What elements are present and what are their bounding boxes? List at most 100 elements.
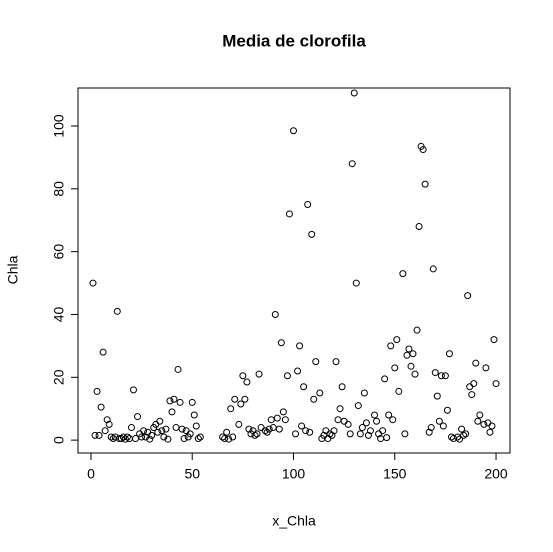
point xyxy=(296,342,304,350)
point xyxy=(227,405,235,413)
point xyxy=(443,406,451,414)
point xyxy=(134,413,142,421)
point xyxy=(129,386,137,394)
point xyxy=(192,422,200,430)
point xyxy=(170,395,178,403)
point xyxy=(373,417,381,425)
point xyxy=(401,430,409,438)
point xyxy=(194,435,202,443)
point xyxy=(470,380,478,388)
point xyxy=(89,279,97,287)
point xyxy=(340,417,348,425)
point xyxy=(243,378,251,386)
point xyxy=(237,400,245,408)
point xyxy=(148,431,156,439)
point xyxy=(366,427,374,435)
point xyxy=(188,398,196,406)
y-tick-label: 80 xyxy=(51,181,67,197)
point xyxy=(273,414,281,422)
point xyxy=(403,351,411,359)
point xyxy=(271,310,279,318)
chart-title: Media de clorofila xyxy=(222,31,366,50)
point xyxy=(407,362,415,370)
point xyxy=(482,364,490,372)
x-tick-label: 0 xyxy=(87,466,95,482)
point xyxy=(387,342,395,350)
point xyxy=(362,419,370,427)
point xyxy=(360,389,368,397)
point xyxy=(121,435,129,443)
point xyxy=(308,230,316,238)
point xyxy=(391,364,399,372)
point xyxy=(101,427,109,435)
point xyxy=(294,367,302,375)
point xyxy=(231,395,239,403)
point xyxy=(285,210,293,218)
y-tick-label: 100 xyxy=(51,114,67,138)
x-axis-label: x_Chla xyxy=(272,513,316,529)
y-tick-label: 40 xyxy=(51,306,67,322)
point xyxy=(405,345,413,353)
point xyxy=(113,307,121,315)
y-axis-label: Chla xyxy=(5,255,21,284)
point xyxy=(221,435,229,443)
point xyxy=(235,420,243,428)
point xyxy=(257,424,265,432)
point xyxy=(476,411,484,419)
point xyxy=(486,428,494,436)
point xyxy=(466,383,474,391)
point xyxy=(336,405,344,413)
point xyxy=(166,397,174,405)
point xyxy=(346,430,354,438)
x-tick-label: 100 xyxy=(282,466,306,482)
point xyxy=(338,383,346,391)
point xyxy=(255,370,263,378)
point xyxy=(371,411,379,419)
point xyxy=(474,417,482,425)
point xyxy=(164,435,172,443)
y-tick-label: 0 xyxy=(51,436,67,444)
point xyxy=(97,403,105,411)
point xyxy=(223,428,231,436)
point xyxy=(316,389,324,397)
point xyxy=(168,408,176,416)
point xyxy=(429,265,437,273)
point xyxy=(435,417,443,425)
point xyxy=(302,427,310,435)
point xyxy=(253,430,261,438)
point xyxy=(91,431,99,439)
point xyxy=(433,392,441,400)
point xyxy=(219,433,227,441)
point xyxy=(312,358,320,366)
point xyxy=(298,422,306,430)
point xyxy=(445,350,453,358)
point xyxy=(409,350,417,358)
point xyxy=(283,372,291,380)
point xyxy=(460,431,468,439)
point xyxy=(306,428,314,436)
point xyxy=(261,427,269,435)
point xyxy=(488,422,496,430)
point xyxy=(99,348,107,356)
point xyxy=(146,435,154,443)
point xyxy=(437,372,445,380)
point xyxy=(123,433,131,441)
point xyxy=(332,358,340,366)
point xyxy=(190,411,198,419)
point xyxy=(158,427,166,435)
point xyxy=(241,395,249,403)
y-tick-label: 20 xyxy=(51,369,67,385)
point xyxy=(289,127,297,135)
point xyxy=(267,416,275,424)
point xyxy=(356,430,364,438)
point xyxy=(292,430,300,438)
point xyxy=(439,422,447,430)
point xyxy=(138,433,146,441)
point xyxy=(300,383,308,391)
point xyxy=(427,424,435,432)
point xyxy=(415,223,423,231)
point xyxy=(330,427,338,435)
point xyxy=(344,420,352,428)
point xyxy=(389,416,397,424)
